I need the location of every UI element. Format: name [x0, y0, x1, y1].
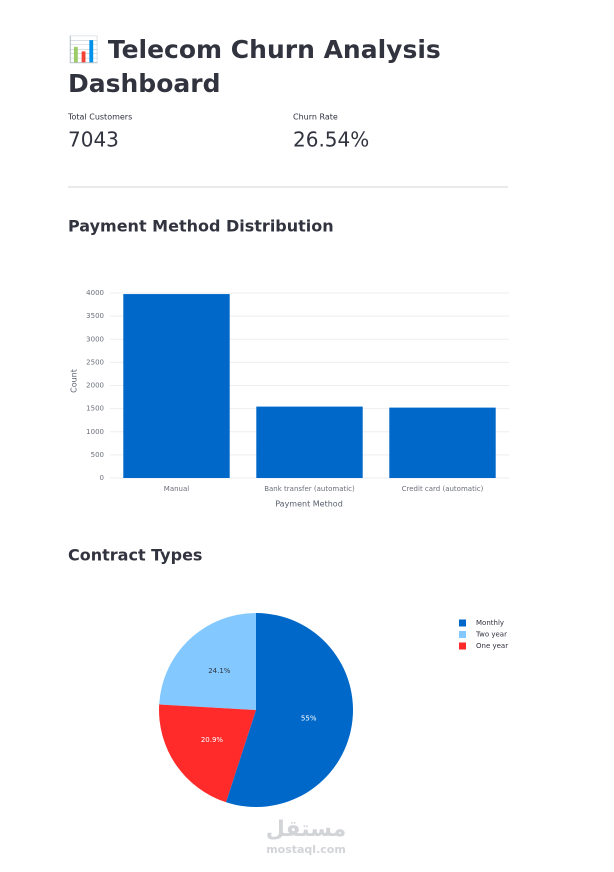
y-tick-label: 3000	[86, 335, 104, 343]
y-tick-label: 0	[100, 474, 104, 482]
slice-label: 55%	[301, 714, 317, 722]
legend-label: One year	[476, 642, 508, 650]
pie-slice	[226, 613, 353, 807]
legend-label: Monthly	[476, 619, 504, 627]
x-tick-label: Credit card (automatic)	[402, 485, 484, 493]
y-tick-label: 1500	[86, 405, 104, 413]
metric-label: Total Customers	[67, 113, 132, 122]
section-title: Payment Method Distribution	[68, 217, 334, 236]
y-tick-label: 2500	[86, 358, 104, 366]
page-title: Dashboard	[68, 69, 220, 98]
x-axis-title: Payment Method	[275, 500, 343, 509]
watermark: mostaql.com	[266, 843, 346, 856]
x-tick-label: Bank transfer (automatic)	[264, 485, 355, 493]
section-title: Contract Types	[68, 546, 202, 565]
legend-swatch	[459, 642, 466, 650]
legend-swatch	[459, 619, 466, 627]
slice-label: 20.9%	[201, 736, 224, 744]
bar	[389, 407, 496, 478]
page-title: 📊 Telecom Churn Analysis	[68, 35, 441, 64]
pie-slice	[159, 612, 256, 710]
metric-label: Churn Rate	[293, 113, 338, 122]
y-tick-label: 2000	[86, 382, 104, 390]
legend-swatch	[459, 631, 466, 638]
y-tick-label: 1000	[86, 428, 104, 436]
y-tick-label: 4000	[86, 289, 104, 297]
legend-label: Two year	[475, 631, 507, 639]
y-tick-label: 500	[91, 451, 104, 459]
metric-value: 26.54%	[293, 128, 369, 152]
x-tick-label: Manual	[164, 485, 189, 493]
watermark: مستقل	[266, 817, 346, 842]
bar	[256, 406, 363, 478]
bar	[123, 294, 230, 478]
metric-value: 7043	[68, 128, 119, 152]
y-tick-label: 3500	[86, 312, 104, 320]
y-axis-title: Count	[70, 369, 79, 393]
pie-slice	[159, 704, 256, 803]
slice-label: 24.1%	[208, 667, 231, 675]
